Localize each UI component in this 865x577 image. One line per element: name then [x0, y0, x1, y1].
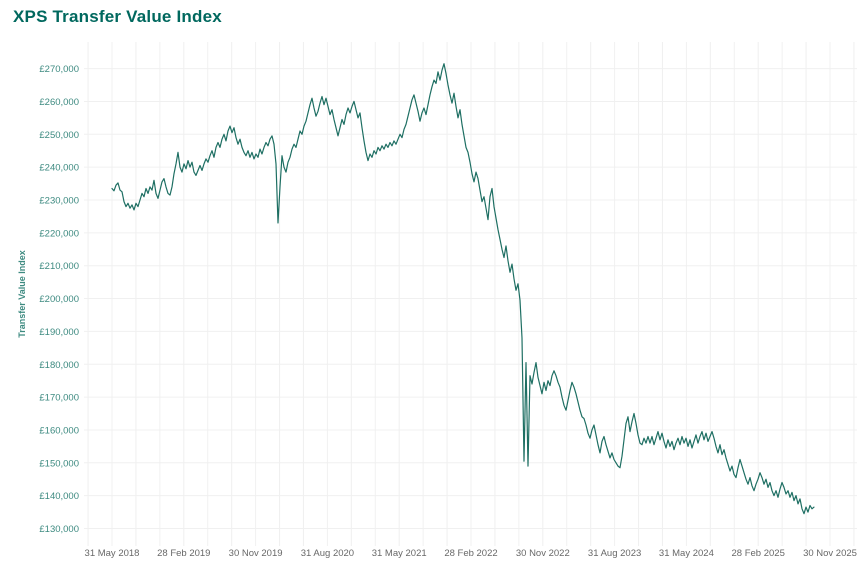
x-axis-tick-label: 28 Feb 2025: [732, 548, 785, 559]
y-axis-tick-label: £170,000: [39, 393, 79, 404]
y-axis-tick-label: £160,000: [39, 425, 79, 436]
x-axis-tick-label: 28 Feb 2022: [444, 548, 497, 559]
y-axis-tick-label: £230,000: [39, 196, 79, 207]
x-axis-tick-label: 31 Aug 2020: [301, 548, 354, 559]
y-axis-title: Transfer Value Index: [17, 250, 27, 338]
y-axis-tick-label: £220,000: [39, 228, 79, 239]
x-axis-tick-label: 30 Nov 2022: [516, 548, 570, 559]
x-axis-tick-label: 31 May 2024: [659, 548, 714, 559]
y-axis-tick-label: £250,000: [39, 130, 79, 141]
x-axis-tick-label: 31 Aug 2023: [588, 548, 641, 559]
y-axis-tick-label: £270,000: [39, 64, 79, 75]
y-axis-tick-label: £180,000: [39, 360, 79, 371]
x-axis-tick-label: 31 May 2021: [372, 548, 427, 559]
y-axis-tick-label: £210,000: [39, 261, 79, 272]
y-axis-tick-label: £200,000: [39, 294, 79, 305]
x-axis-tick-label: 28 Feb 2019: [157, 548, 210, 559]
y-axis-tick-label: £140,000: [39, 491, 79, 502]
y-axis-tick-label: £130,000: [39, 524, 79, 535]
y-axis-tick-label: £240,000: [39, 163, 79, 174]
transfer-value-line-series[interactable]: [111, 63, 815, 515]
y-axis-tick-label: £150,000: [39, 458, 79, 469]
x-axis-tick-label: 30 Nov 2019: [229, 548, 283, 559]
x-axis-tick-label: 30 Nov 2025: [803, 548, 857, 559]
page-title: XPS Transfer Value Index: [13, 7, 222, 26]
x-axis-tick-label: 31 May 2018: [85, 548, 140, 559]
y-axis-tick-label: £190,000: [39, 327, 79, 338]
y-axis-tick-label: £260,000: [39, 97, 79, 108]
